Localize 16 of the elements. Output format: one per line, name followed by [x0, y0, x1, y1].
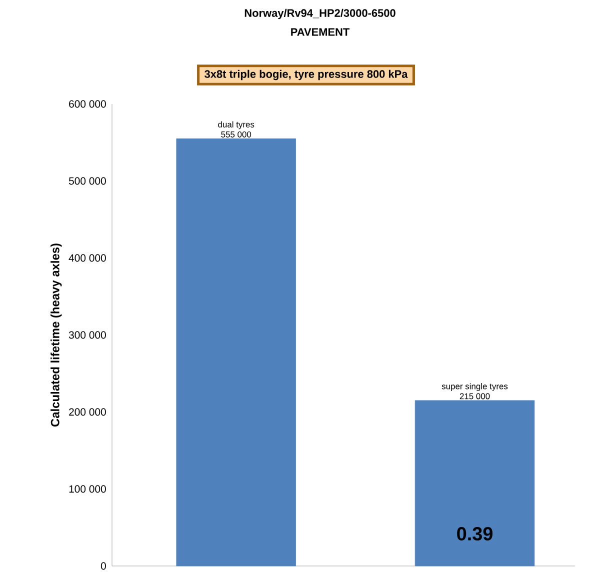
x-tick-label: dual tyres: [218, 121, 254, 130]
text: 3x8t triple bogie, tyre pressure 800 kPa: [204, 70, 408, 80]
y-tick-label: 300 000: [68, 331, 106, 339]
chart-subtitle: PAVEMENT: [291, 28, 350, 36]
y-tick-label: 200 000: [69, 408, 106, 416]
data-label: 215 000: [460, 393, 490, 400]
y-tick-label: 600 000: [69, 100, 106, 108]
y-axis-title: Calculated lifetime (heavy axles): [50, 244, 62, 427]
annotation: 0.39: [457, 527, 492, 540]
x-tick-label: super single tyres: [442, 383, 508, 391]
chart-title: Norway/Rv94_HP2/3000-6500: [244, 8, 396, 20]
y-tick-label: 0: [100, 562, 106, 570]
data-label: 555 000: [221, 131, 252, 138]
y-tick-label: 100 000: [69, 485, 106, 493]
y-tick-label: 400 000: [68, 254, 106, 262]
y-tick-label: 500 000: [68, 177, 106, 185]
